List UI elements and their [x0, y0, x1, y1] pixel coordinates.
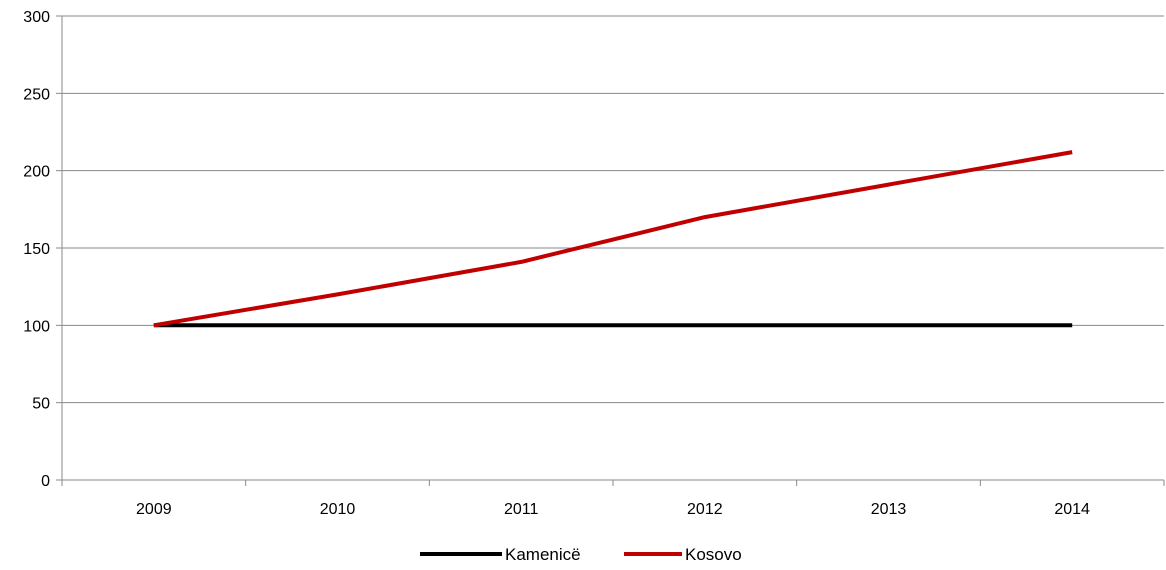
x-tick-label: 2011: [504, 501, 539, 518]
y-tick-label: 250: [23, 86, 50, 103]
x-tick-label: 2014: [1054, 501, 1090, 518]
y-tick-label: 300: [23, 9, 50, 26]
legend-label: Kosovo: [685, 545, 742, 564]
gridlines: [62, 15, 1164, 404]
legend-label: Kamenicë: [505, 545, 581, 564]
y-tick-label: 200: [23, 164, 50, 181]
x-tick-label: 2013: [871, 501, 907, 518]
series-line-1: [153, 150, 1073, 328]
y-tick-label: 100: [23, 318, 50, 335]
series-lines: [153, 150, 1073, 328]
y-tick-label: 150: [23, 241, 50, 258]
y-tick-label: 50: [32, 396, 50, 413]
x-tick-label: 2012: [687, 501, 723, 518]
x-tick-label: 2010: [320, 501, 356, 518]
legend: Kamenicë Kosovo: [420, 545, 742, 564]
y-tick-label: 0: [41, 473, 50, 490]
x-tick-label: 2009: [136, 501, 172, 518]
axes: 0 50 100 150 200 250 300 2009 2010 2011 2012 2013 20…: [23, 9, 1165, 518]
